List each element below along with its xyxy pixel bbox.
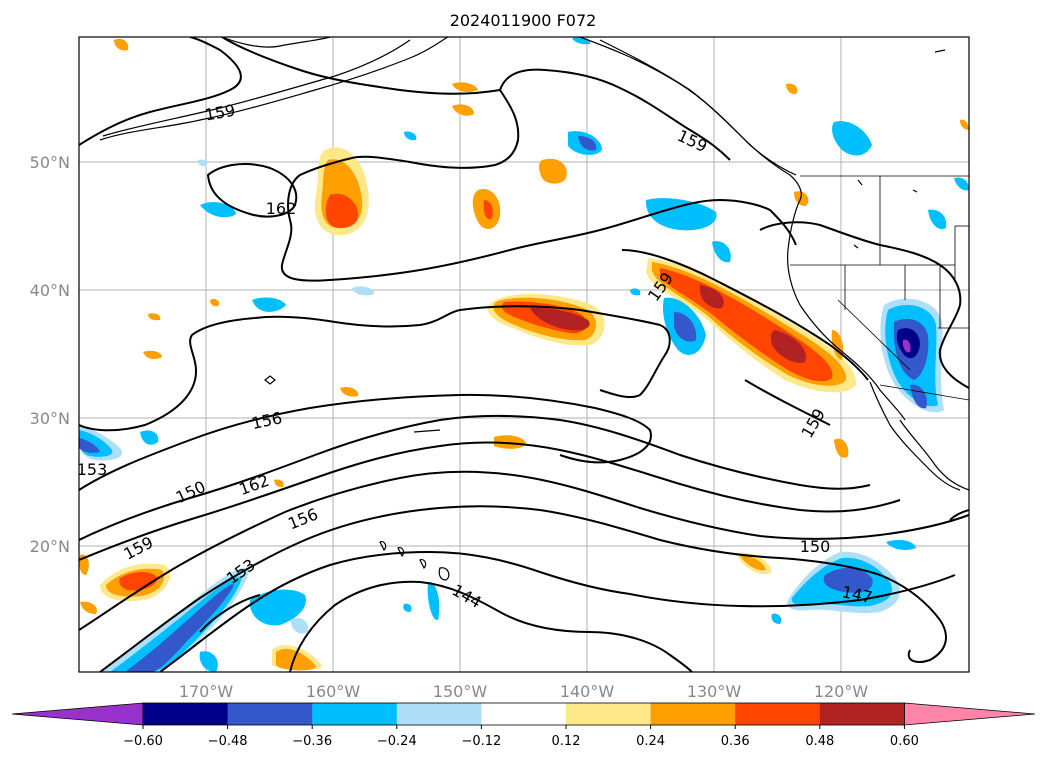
colorbar-swatch bbox=[227, 703, 313, 725]
colorbar-extend-high bbox=[904, 702, 1036, 726]
lon-label: 160°W bbox=[306, 682, 361, 701]
colorbar-tick-label: 0.24 bbox=[636, 734, 665, 749]
colorbar-swatch bbox=[735, 703, 821, 725]
lon-label: 140°W bbox=[560, 682, 615, 701]
lon-label: 130°W bbox=[687, 682, 742, 701]
colorbar-swatch bbox=[143, 703, 229, 725]
colorbar-swatch bbox=[481, 703, 567, 725]
lat-label: 50°N bbox=[30, 153, 70, 172]
colorbar-tick-label: −0.48 bbox=[208, 734, 248, 749]
lon-label: 150°W bbox=[433, 682, 488, 701]
colorbar-swatch bbox=[396, 703, 482, 725]
colorbar-tick-label: 0.36 bbox=[721, 734, 750, 749]
coastlines bbox=[99, 37, 969, 581]
colorbar-swatch bbox=[819, 703, 905, 725]
colorbar-tick-label: −0.12 bbox=[461, 734, 501, 749]
colorbar-tick-label: 0.60 bbox=[890, 734, 919, 749]
map-panel: 159 162 159 159 156 153 150 162 159 156 … bbox=[77, 36, 970, 673]
colorbar-extend-low bbox=[11, 702, 144, 726]
height-contours bbox=[79, 37, 969, 672]
lon-label: 170°W bbox=[179, 682, 234, 701]
map-title: 2024011900 F072 bbox=[450, 11, 597, 30]
map-frame bbox=[78, 36, 970, 673]
colorbar-swatch bbox=[650, 703, 736, 725]
lon-label: 120°W bbox=[814, 682, 869, 701]
colorbar-swatch bbox=[312, 703, 398, 725]
colorbar-tick-label: 0.48 bbox=[805, 734, 834, 749]
colorbar-swatch bbox=[566, 703, 652, 725]
shaded-anomalies bbox=[79, 37, 969, 672]
longitude-labels: 170°W 160°W 150°W 140°W 130°W 120°W bbox=[179, 682, 869, 701]
latitude-labels: 50°N 40°N 30°N 20°N bbox=[30, 153, 70, 556]
colorbar-ticks: −0.60 −0.48 −0.36 −0.24 −0.12 0.12 0.24 0.36 0.4… bbox=[123, 725, 919, 749]
contour-label: 150 bbox=[800, 537, 831, 556]
contour-label: 153 bbox=[77, 460, 108, 479]
colorbar-tick-label: −0.60 bbox=[123, 734, 163, 749]
colorbar: −0.60 −0.48 −0.36 −0.24 −0.12 0.12 0.24 0.36 0.4… bbox=[11, 702, 1036, 749]
colorbar-swatches bbox=[11, 702, 1036, 726]
colorbar-tick-label: −0.24 bbox=[377, 734, 417, 749]
contour-label: 162 bbox=[266, 199, 297, 218]
lat-label: 40°N bbox=[30, 281, 70, 300]
lat-label: 20°N bbox=[30, 537, 70, 556]
colorbar-tick-label: −0.36 bbox=[292, 734, 332, 749]
colorbar-tick-label: 0.12 bbox=[552, 734, 581, 749]
colorbar-outline bbox=[142, 702, 905, 726]
lat-label: 30°N bbox=[30, 409, 70, 428]
